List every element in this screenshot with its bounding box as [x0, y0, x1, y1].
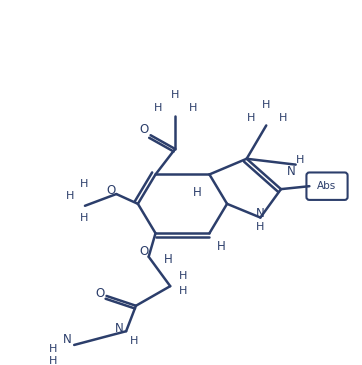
Text: N: N: [256, 207, 265, 220]
Text: H: H: [179, 271, 187, 281]
Text: Abs: Abs: [317, 181, 337, 191]
Text: N: N: [115, 322, 124, 335]
Text: H: H: [262, 100, 270, 110]
Text: O: O: [95, 287, 104, 300]
Text: H: H: [279, 112, 287, 123]
Text: H: H: [80, 179, 88, 189]
Text: H: H: [66, 191, 75, 201]
Text: H: H: [189, 103, 197, 113]
Text: O: O: [107, 184, 116, 197]
Text: H: H: [80, 212, 88, 223]
Text: H: H: [295, 155, 304, 165]
Text: H: H: [217, 241, 226, 253]
Text: H: H: [154, 103, 163, 113]
Text: H: H: [193, 185, 202, 199]
Text: N: N: [63, 333, 72, 346]
Text: H: H: [49, 356, 57, 365]
Text: N: N: [287, 165, 296, 178]
FancyBboxPatch shape: [307, 173, 348, 200]
Text: H: H: [49, 344, 57, 354]
Text: H: H: [256, 222, 265, 233]
Text: H: H: [164, 253, 173, 266]
Text: O: O: [139, 245, 148, 258]
Text: H: H: [179, 286, 187, 296]
Text: H: H: [130, 336, 138, 346]
Text: H: H: [247, 112, 255, 123]
Text: H: H: [171, 90, 179, 100]
Text: O: O: [139, 123, 148, 136]
